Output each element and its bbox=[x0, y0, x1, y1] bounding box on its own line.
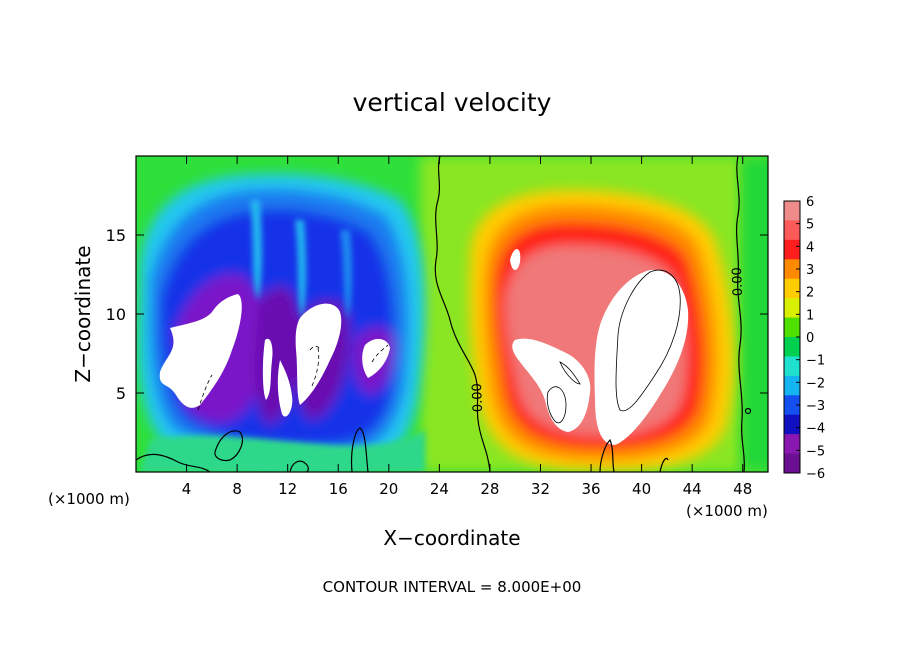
sat-right-3 bbox=[594, 269, 689, 445]
colorbar-swatch bbox=[784, 337, 800, 357]
colorbar-swatch bbox=[784, 278, 800, 299]
contour-label: 0.00 bbox=[470, 383, 486, 412]
contour-dashed-4 bbox=[309, 345, 321, 351]
colorbar-label: −2 bbox=[806, 376, 825, 391]
x-tick-label: 48 bbox=[733, 480, 752, 498]
y-tick-label: 10 bbox=[106, 305, 126, 324]
contour-interval-annotation: CONTOUR INTERVAL = 8.000E+00 bbox=[322, 578, 582, 596]
contour-dashed-1 bbox=[197, 374, 213, 411]
contour-zero-bottom-2 bbox=[214, 430, 243, 462]
contour-dashed-2 bbox=[311, 347, 320, 387]
x-axis-ticks: 4 8 12 16 20 24 28 32 36 40 44 48 bbox=[182, 156, 752, 498]
colorbar-swatch bbox=[784, 453, 800, 474]
x-unit-label-left: (×1000 m) bbox=[48, 490, 130, 508]
colorbar-label: −1 bbox=[806, 354, 825, 369]
y-tick-label: 15 bbox=[106, 226, 126, 245]
colorbar-swatch bbox=[784, 317, 800, 338]
x-tick-label: 24 bbox=[430, 480, 449, 498]
colorbar-swatch bbox=[784, 239, 800, 260]
contour-dot bbox=[744, 407, 752, 415]
colorbar-label: −4 bbox=[806, 422, 825, 437]
contour-lines bbox=[136, 156, 752, 472]
y-tick-label: 5 bbox=[116, 384, 126, 403]
gap-2 bbox=[295, 220, 306, 320]
colorbar-swatch bbox=[784, 220, 800, 241]
x-tick-label: 44 bbox=[683, 480, 702, 498]
gap-bottom bbox=[140, 430, 425, 472]
sat-right-1 bbox=[510, 248, 521, 270]
colorbar-label: −6 bbox=[806, 467, 825, 482]
contour-zero-bottom-1 bbox=[136, 453, 211, 472]
contour-upper-small bbox=[559, 361, 581, 385]
sat-left-3 bbox=[277, 360, 293, 417]
colorbar-swatch bbox=[784, 298, 800, 319]
colorbar-swatch bbox=[784, 201, 800, 221]
y-axis-ticks: 5 10 15 bbox=[106, 226, 768, 403]
contour-zero-center bbox=[434, 156, 491, 472]
x-tick-label: 40 bbox=[632, 480, 651, 498]
x-tick-label: 4 bbox=[182, 480, 192, 498]
x-tick-label: 28 bbox=[480, 480, 499, 498]
heatmap-field bbox=[136, 156, 768, 472]
colorbar-label: −3 bbox=[806, 399, 825, 414]
colorbar-swatch bbox=[784, 414, 800, 435]
colorbar: 6 5 4 3 2 1 0 −1 −2 −3 −4 −5 −6 bbox=[783, 195, 825, 482]
x-tick-label: 20 bbox=[379, 480, 398, 498]
downdraft-gaps bbox=[140, 200, 425, 472]
x-axis-label: X−coordinate bbox=[383, 526, 521, 550]
sat-left-6 bbox=[212, 315, 231, 340]
x-unit-label-right: (×1000 m) bbox=[686, 502, 768, 520]
saturated-patches bbox=[159, 248, 689, 445]
colorbar-label: 3 bbox=[806, 263, 814, 278]
colorbar-label: 0 bbox=[806, 331, 814, 346]
colorbar-label: 1 bbox=[806, 308, 814, 323]
contour-zero-right bbox=[735, 156, 746, 472]
colorbar-label: 2 bbox=[806, 286, 814, 301]
gap-3 bbox=[340, 230, 352, 320]
sat-left-4 bbox=[295, 303, 342, 405]
sat-left-5 bbox=[362, 338, 390, 378]
downdraft-region bbox=[138, 173, 425, 468]
x-tick-label: 8 bbox=[232, 480, 242, 498]
colorbar-swatch bbox=[784, 356, 800, 377]
x-tick-label: 36 bbox=[581, 480, 600, 498]
gap-1 bbox=[250, 200, 262, 300]
colorbar-swatch bbox=[784, 259, 800, 280]
colorbar-label: 6 bbox=[806, 195, 814, 210]
sat-left-2 bbox=[262, 338, 273, 400]
colorbar-swatch bbox=[784, 395, 800, 416]
contour-dashed-3 bbox=[371, 344, 389, 363]
x-tick-label: 12 bbox=[278, 480, 297, 498]
contour-upper-lobe bbox=[546, 386, 567, 424]
contour-upper-core bbox=[615, 269, 681, 412]
contour-zero-bottom-5 bbox=[599, 438, 615, 472]
colorbar-swatch bbox=[784, 375, 800, 396]
colorbar-label: −5 bbox=[806, 444, 825, 459]
x-tick-label: 16 bbox=[329, 480, 348, 498]
colorbar-label: 5 bbox=[806, 218, 814, 233]
chart-title: vertical velocity bbox=[352, 88, 552, 117]
colorbar-label: 4 bbox=[806, 240, 814, 255]
x-tick-label: 32 bbox=[531, 480, 550, 498]
contour-zero-bottom-6 bbox=[659, 457, 669, 472]
contour-zero-bottom-4 bbox=[350, 427, 369, 472]
sat-right-2 bbox=[512, 338, 591, 432]
contour-label: 0.00 bbox=[730, 267, 746, 296]
colorbar-swatch bbox=[784, 434, 800, 455]
contour-zero-bottom-3 bbox=[289, 460, 309, 472]
